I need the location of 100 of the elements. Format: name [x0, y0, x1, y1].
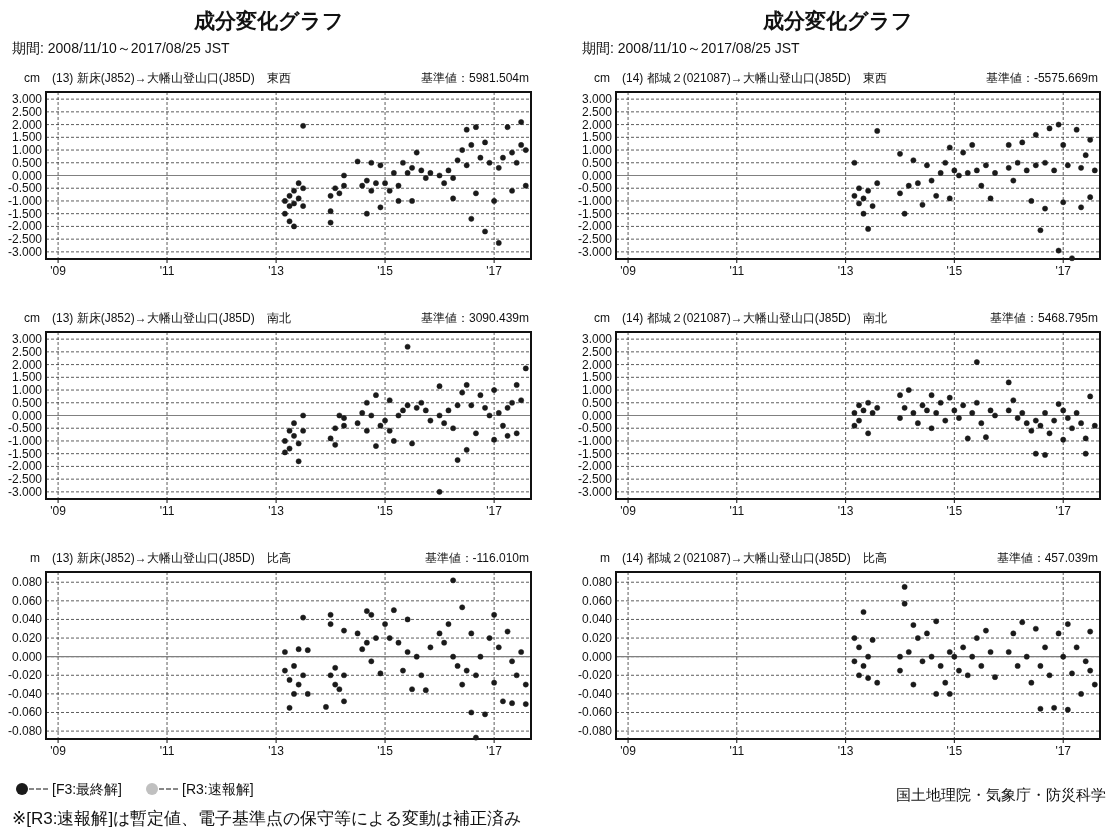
- text: 基準値：-116.010m: [424, 551, 529, 565]
- x-tick-label: '13: [268, 264, 285, 278]
- y-tick-label: 0.000: [11, 168, 43, 183]
- text: 基準値：5468.795m: [989, 311, 1098, 325]
- y-tick-label: -2.500: [7, 232, 43, 247]
- y-tick-label: -0.500: [7, 181, 43, 196]
- y-tick-label: -2.000: [577, 459, 613, 474]
- text: (14) 都城２(021087)→大幡山登山口(J85D) 南北: [622, 311, 887, 325]
- y-tick-label: 0.500: [581, 155, 613, 170]
- y-tick-label: -0.500: [7, 421, 43, 436]
- y-tick-label: -2.500: [7, 472, 43, 487]
- y-tick-label: -3.000: [577, 244, 613, 259]
- x-tick-label: '15: [377, 504, 394, 518]
- y-tick-label: -1.000: [577, 433, 613, 448]
- y-tick-label: 2.000: [581, 357, 613, 372]
- chart-subtitle: 期間: 2008/11/10～2017/08/25 JST: [582, 40, 801, 56]
- x-tick-label: '13: [837, 504, 854, 518]
- x-tick-label: '15: [377, 744, 394, 758]
- y-tick-label: -1.000: [577, 193, 613, 208]
- y-tick-label: -1.000: [7, 433, 43, 448]
- y-axis-title: cm: [24, 71, 40, 85]
- x-tick-label: '17: [486, 744, 503, 758]
- y-tick-label: -1.500: [577, 446, 613, 461]
- legend-label: [R3:速報解]: [182, 781, 254, 797]
- y-tick-label: 3.000: [11, 332, 43, 347]
- text: ※[R3:速報解]は暫定値、電子基準点の保守等による変動は補正済み: [12, 809, 522, 828]
- y-tick-label: -0.060: [577, 705, 613, 720]
- y-tick-label: 0.000: [581, 168, 613, 183]
- text: (13) 新床(J852)→大幡山登山口(J85D) 南北: [52, 311, 291, 325]
- x-tick-label: '17: [486, 504, 503, 518]
- y-tick-label: 1.000: [11, 143, 43, 158]
- y-tick-label: -0.040: [577, 686, 613, 701]
- x-tick-label: '13: [837, 744, 854, 758]
- y-tick-label: -3.000: [577, 484, 613, 499]
- y-tick-label: 2.500: [11, 344, 43, 359]
- y-tick-label: -1.500: [577, 206, 613, 221]
- text: 国土地理院・気象庁・防災科学: [896, 786, 1106, 803]
- y-axis-title: cm: [594, 311, 610, 325]
- y-axis-title: m: [30, 551, 40, 565]
- y-axis-title: cm: [24, 311, 40, 325]
- y-tick-label: -2.000: [7, 219, 43, 234]
- y-tick-label: -0.080: [577, 724, 613, 739]
- y-tick-label: -0.080: [7, 724, 43, 739]
- y-tick-label: 0.000: [581, 408, 613, 423]
- text: (13) 新床(J852)→大幡山登山口(J85D) 東西: [52, 71, 291, 85]
- y-tick-label: 0.080: [11, 575, 43, 590]
- text: (14) 都城２(021087)→大幡山登山口(J85D) 比高: [622, 551, 887, 565]
- y-tick-label: 2.500: [11, 104, 43, 119]
- y-tick-label: -0.020: [577, 668, 613, 683]
- y-tick-label: 0.000: [581, 649, 613, 664]
- y-axis-title: m: [600, 551, 610, 565]
- y-tick-label: 2.500: [581, 104, 613, 119]
- text: 基準値：5981.504m: [420, 71, 529, 85]
- y-tick-label: 0.020: [581, 631, 613, 646]
- y-tick-label: -3.000: [7, 244, 43, 259]
- y-tick-label: 1.000: [11, 383, 43, 398]
- text: (13) 新床(J852)→大幡山登山口(J85D) 比高: [52, 551, 291, 565]
- y-tick-label: 0.500: [11, 395, 43, 410]
- y-tick-label: 0.080: [581, 575, 613, 590]
- y-tick-label: 0.020: [11, 631, 43, 646]
- y-tick-label: 1.500: [11, 130, 43, 145]
- y-tick-label: -2.000: [7, 459, 43, 474]
- x-tick-label: '13: [837, 264, 854, 278]
- x-tick-label: '17: [1055, 504, 1072, 518]
- text: 基準値：457.039m: [996, 551, 1098, 565]
- x-tick-label: '15: [946, 264, 963, 278]
- y-tick-label: 0.500: [11, 155, 43, 170]
- y-tick-label: 2.500: [581, 344, 613, 359]
- x-tick-label: '09: [620, 744, 637, 758]
- x-tick-label: '09: [620, 264, 637, 278]
- x-tick-label: '15: [946, 504, 963, 518]
- y-tick-label: -1.000: [7, 193, 43, 208]
- x-tick-label: '11: [729, 264, 745, 278]
- y-tick-label: 2.000: [581, 117, 613, 132]
- y-tick-label: 1.500: [581, 370, 613, 385]
- x-tick-label: '15: [377, 264, 394, 278]
- y-tick-label: 3.000: [581, 92, 613, 107]
- x-tick-label: '11: [159, 744, 175, 758]
- y-tick-label: 0.000: [11, 408, 43, 423]
- chart-title: 成分変化グラフ: [192, 9, 344, 32]
- x-tick-label: '15: [946, 744, 963, 758]
- y-tick-label: 0.060: [11, 593, 43, 608]
- y-tick-label: 1.000: [581, 383, 613, 398]
- y-tick-label: 0.000: [11, 649, 43, 664]
- x-tick-label: '11: [159, 264, 175, 278]
- y-tick-label: -2.000: [577, 219, 613, 234]
- text: 基準値：3090.439m: [420, 311, 529, 325]
- y-tick-label: -1.500: [7, 206, 43, 221]
- y-tick-label: 2.000: [11, 117, 43, 132]
- y-tick-label: -3.000: [7, 484, 43, 499]
- y-tick-label: -1.500: [7, 446, 43, 461]
- y-tick-label: -0.500: [577, 181, 613, 196]
- x-tick-label: '13: [268, 744, 285, 758]
- x-tick-label: '17: [1055, 264, 1072, 278]
- x-tick-label: '11: [729, 504, 745, 518]
- y-tick-label: -2.500: [577, 232, 613, 247]
- y-axis-title: cm: [594, 71, 610, 85]
- text: (14) 都城２(021087)→大幡山登山口(J85D) 東西: [622, 71, 887, 85]
- chart-title: 成分変化グラフ: [762, 9, 913, 32]
- y-tick-label: -0.500: [577, 421, 613, 436]
